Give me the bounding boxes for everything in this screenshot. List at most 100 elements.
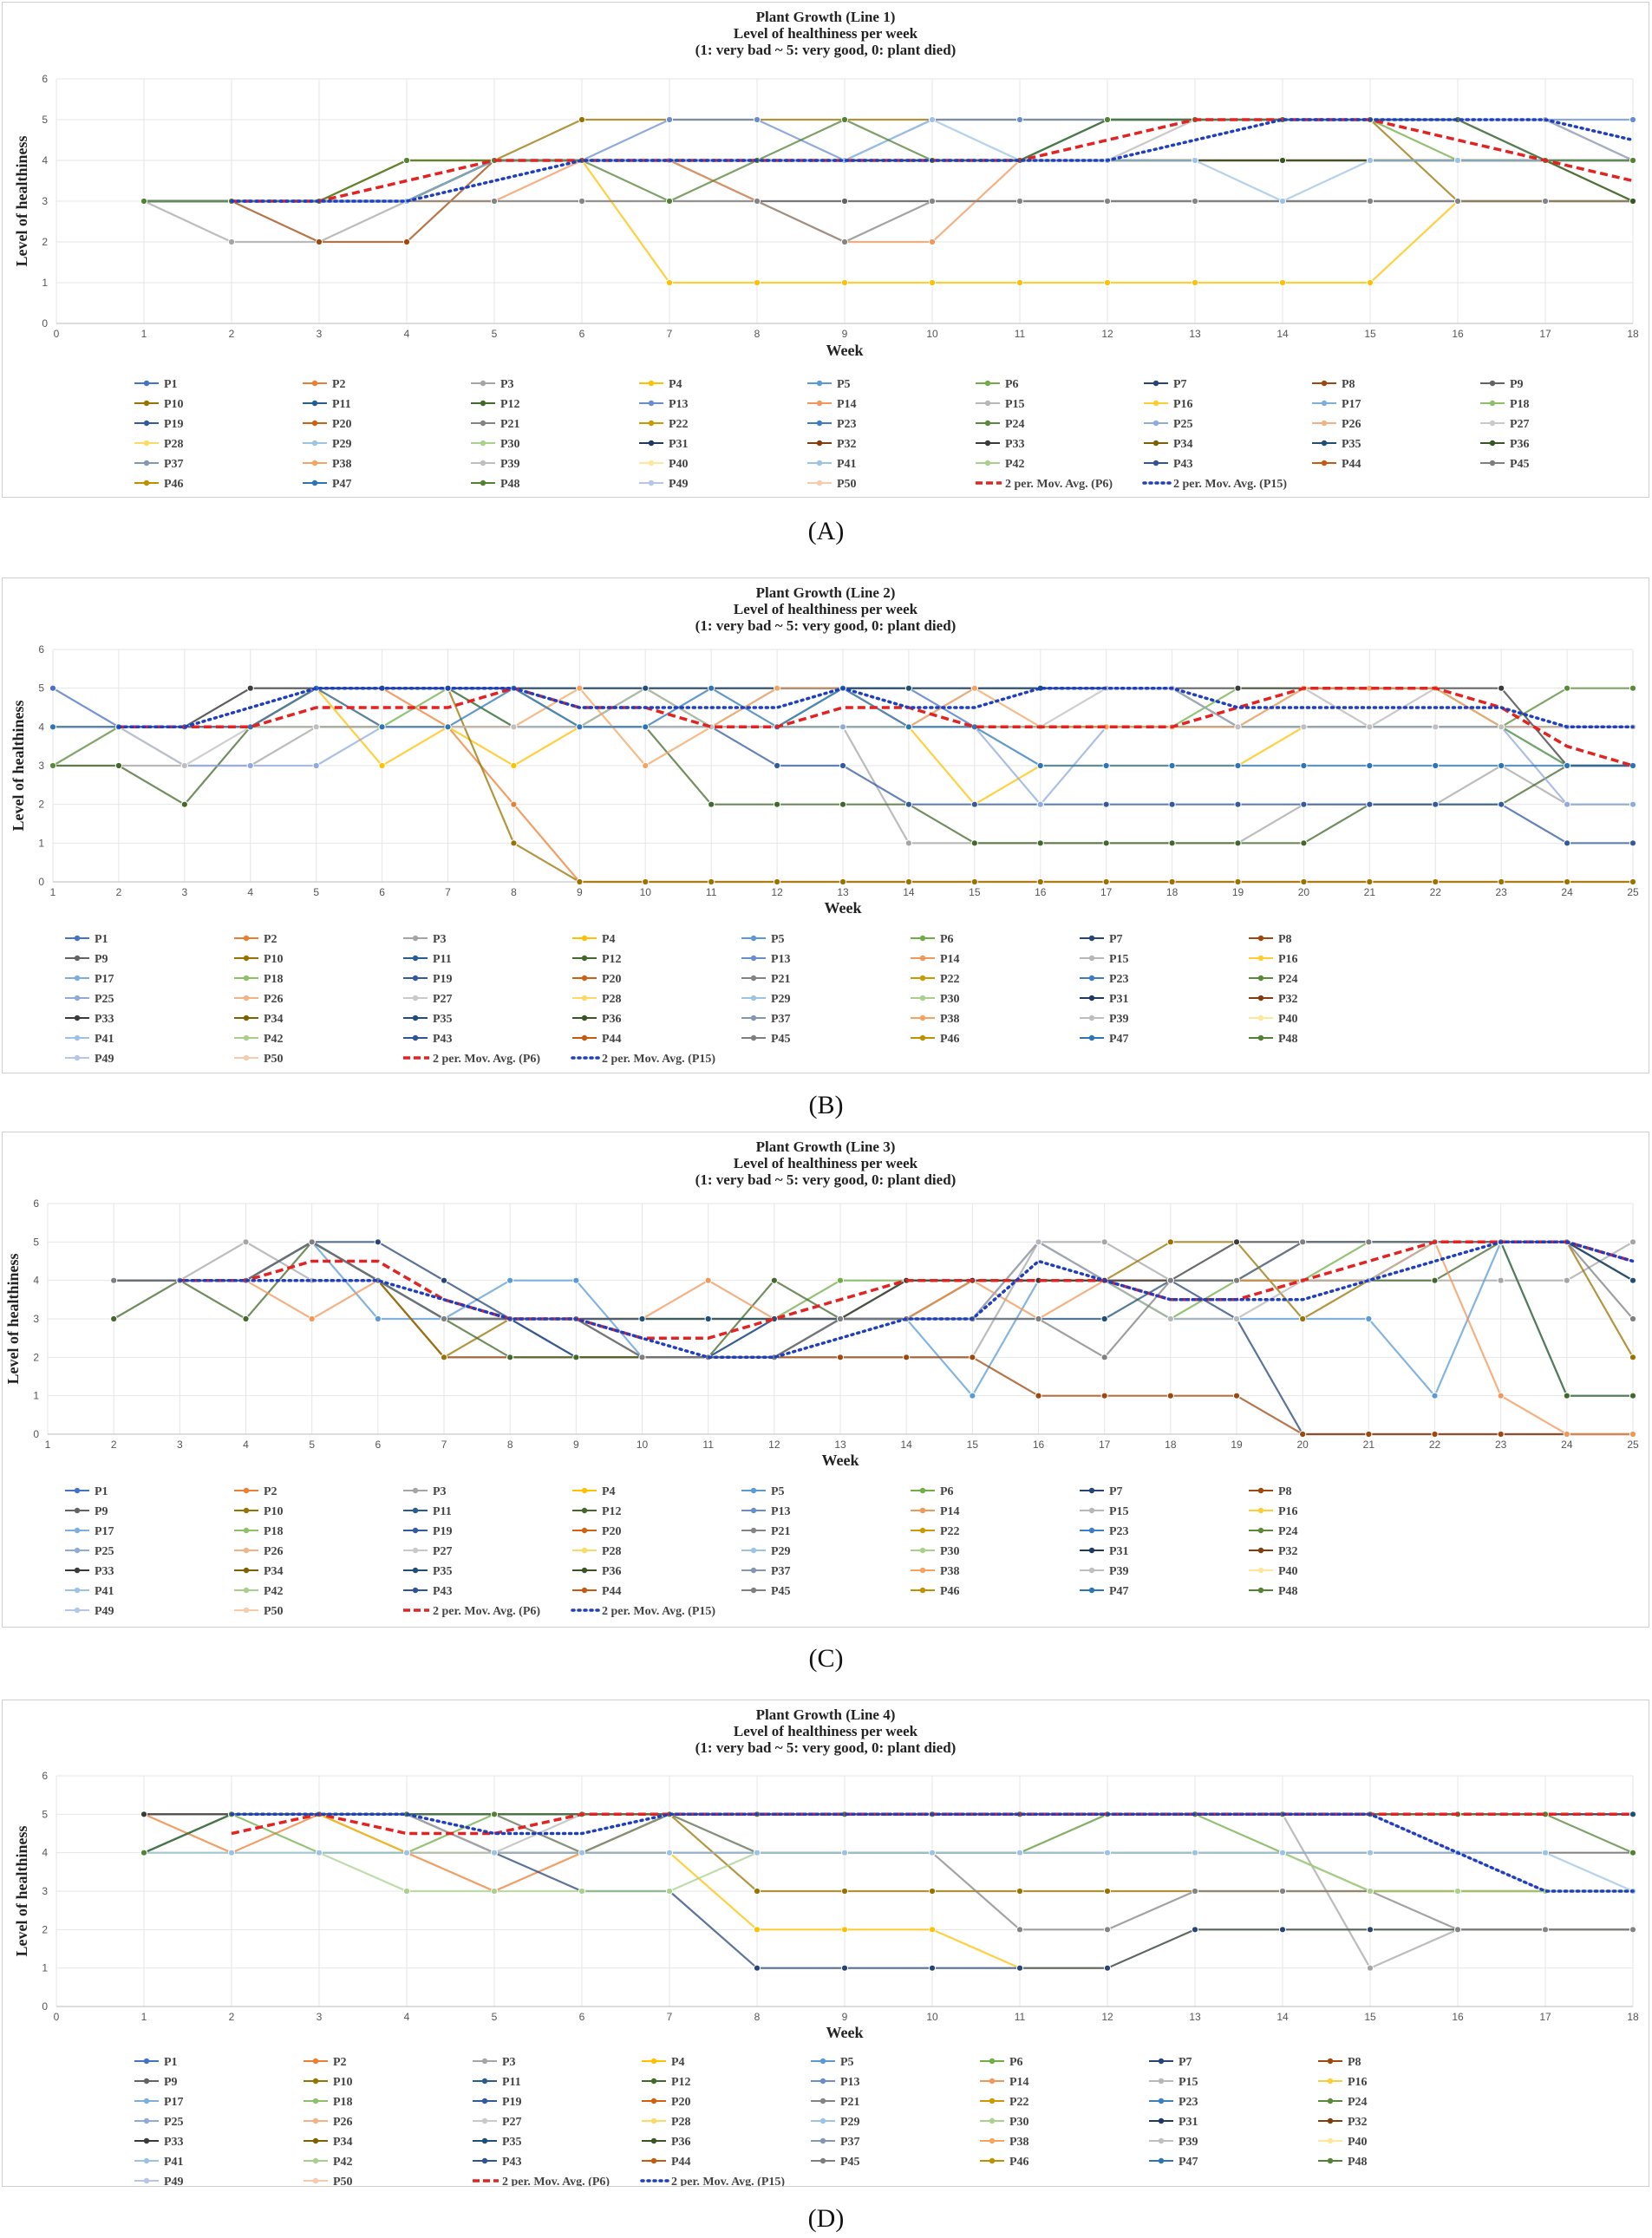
legend-marker [412,1015,419,1021]
chart-subtitle-scale: (1: very bad ~ 5: very good, 0: plant di… [695,617,957,634]
legend-label: P26 [1342,418,1361,431]
legend-entry-p27: P27 [473,2116,522,2129]
legend-label: P13 [669,398,689,411]
data-point-p21 [928,197,937,206]
legend-entry-p49: P49 [134,2176,184,2186]
data-point-p45 [638,1354,646,1361]
legend-label: P8 [1342,378,1355,391]
legend-entry-p2: P2 [304,2056,347,2069]
x-tick-label: 6 [579,328,585,340]
legend-label: P23 [1109,1525,1129,1538]
data-point-p3 [242,1238,250,1246]
legend-entry-p35: P35 [1312,438,1361,451]
legend-label: P12 [602,1505,622,1518]
legend-label: P40 [1278,1013,1298,1026]
series-line-p14 [114,1240,1633,1436]
legend-marker [919,1567,926,1574]
legend-label: P46 [1009,2156,1029,2169]
legend-label: P46 [164,478,184,491]
legend-marker [311,440,318,447]
y-tick-label: 5 [38,682,44,695]
legend-entry-p13: P13 [741,953,791,966]
data-point-p4 [753,1926,761,1934]
data-point-p21 [1015,197,1024,206]
legend-entry-p14: P14 [807,398,857,411]
data-point-p12 [506,1354,514,1361]
legend-label: P19 [502,2096,522,2109]
legend-marker [1088,1527,1095,1534]
legend-marker [143,480,150,486]
data-point-p8 [1497,1430,1505,1439]
chart-subtitle: Level of healthiness per week [734,25,918,42]
x-tick-label: 18 [1166,886,1179,898]
x-tick-label: 4 [404,328,410,340]
data-point-p14 [704,1276,712,1284]
legend-marker [1152,460,1159,467]
legend-label: P15 [1179,2076,1198,2089]
legend-label: P31 [1109,993,1129,1006]
legend-entry-p38: P38 [980,2136,1029,2149]
legend-entry-p39: P39 [1149,2136,1198,2149]
legend-entry-p33: P33 [65,1013,114,1026]
data-point-p21 [840,238,849,246]
data-point-p12 [1431,1276,1439,1284]
legend-label: P40 [669,458,689,471]
legend-marker [1088,1015,1095,1021]
y-tick-label: 4 [42,154,48,166]
legend-entry-p14: P14 [911,953,960,966]
legend-label: P31 [669,438,689,451]
y-tick-label: 0 [33,1428,39,1440]
data-point-p10 [510,839,518,847]
data-point-p12 [114,761,123,770]
legend-marker [984,460,991,467]
legend-marker [1257,1015,1264,1021]
legend-marker [1321,380,1328,387]
legend-marker [480,480,486,486]
legend-label: P11 [332,398,351,411]
data-point-p35 [904,684,913,692]
data-point-p19 [1563,839,1571,847]
data-point-p35 [704,1315,712,1323]
legend-entry-p43: P43 [1144,458,1193,471]
data-point-p10 [928,1887,937,1895]
legend-label: P36 [602,1565,622,1578]
legend-entry-p41: P41 [134,2156,184,2169]
legend-label: P38 [332,458,352,471]
data-point-p4 [928,278,937,287]
legend-entry-p42: P42 [234,1033,284,1046]
x-tick-label: 5 [492,328,498,340]
x-tick-label: 20 [1298,886,1310,898]
legend-entry-p25: P25 [1144,418,1193,431]
legend-marker [1321,400,1328,407]
data-point-p24 [1629,684,1637,692]
legend-entry-p20: P20 [303,418,352,431]
legend-entry-p46: P46 [911,1033,960,1046]
legend-entry-p32: P32 [1249,1545,1298,1558]
legend-label: P39 [500,458,520,471]
data-point-p41 [1015,1849,1024,1856]
data-point-p47 [1629,761,1637,770]
legend-entry-p21: P21 [811,2096,860,2109]
legend-label: P20 [602,973,622,986]
x-tick-label: 21 [1363,1439,1375,1451]
data-point-p12 [110,1315,118,1323]
legend-marker [750,1587,757,1594]
x-tick-label: 1 [45,1439,51,1451]
legend-entry-p3: P3 [403,1485,447,1498]
data-point-p39 [1366,723,1374,731]
legend-label: P24 [1278,973,1298,986]
data-point-p19 [1432,800,1440,808]
data-point-p12 [1036,839,1044,847]
legend-label: P44 [1342,458,1361,471]
x-tick-label: 1 [50,886,56,898]
legend-marker [650,2098,657,2104]
data-point-p24 [49,761,57,770]
legend-entry-p10: P10 [134,398,184,411]
x-tick-label: 9 [842,328,848,340]
series-line-p41 [144,1851,1634,1893]
x-tick-label: 12 [771,886,783,898]
legend-marker [1158,2058,1165,2065]
data-point-p45 [1035,1315,1042,1323]
data-point-p19 [1234,800,1242,808]
legend-label: P7 [1109,933,1123,946]
